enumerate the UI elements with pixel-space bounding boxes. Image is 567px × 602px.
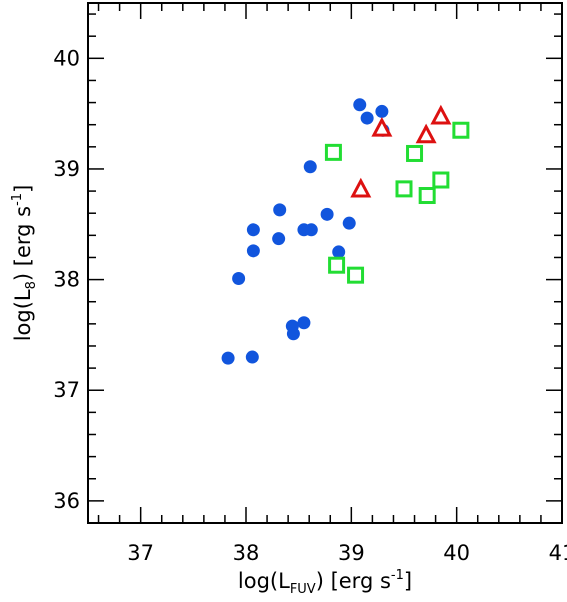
axis-ticks bbox=[88, 3, 563, 524]
y-tick-label: 38 bbox=[53, 268, 80, 292]
x-tick-label: 37 bbox=[127, 541, 154, 565]
circle-marker bbox=[320, 207, 334, 221]
y-tick-label: 40 bbox=[53, 46, 80, 70]
x-axis-title: log(LFUV) [erg s-1] bbox=[238, 568, 412, 597]
triangle-marker bbox=[371, 116, 393, 137]
circle-marker bbox=[272, 232, 286, 246]
circle-point bbox=[232, 271, 246, 285]
square-marker bbox=[406, 144, 424, 162]
square-marker bbox=[432, 171, 450, 189]
circle-marker bbox=[232, 271, 246, 285]
circle-point bbox=[285, 319, 299, 333]
circle-point bbox=[342, 216, 356, 230]
circle-marker bbox=[303, 160, 317, 174]
circle-marker bbox=[273, 203, 287, 217]
circle-marker bbox=[332, 245, 346, 259]
y-tick-label: 36 bbox=[53, 489, 80, 513]
triangle-point bbox=[371, 116, 393, 137]
square-point bbox=[328, 256, 346, 274]
circle-point bbox=[246, 223, 260, 237]
circle-point bbox=[286, 327, 300, 341]
circle-point bbox=[297, 316, 311, 330]
circle-point bbox=[304, 223, 318, 237]
circle-marker bbox=[221, 351, 235, 365]
y-axis-title: log(L8) [erg s-1] bbox=[10, 185, 39, 342]
x-tick-label: 38 bbox=[233, 541, 260, 565]
y-tick-label: 39 bbox=[53, 157, 80, 181]
circle-marker bbox=[297, 316, 311, 330]
circle-marker bbox=[246, 244, 260, 258]
plot-frame bbox=[87, 2, 563, 524]
triangle-marker bbox=[430, 104, 452, 125]
circle-point bbox=[360, 111, 374, 125]
triangle-point bbox=[415, 123, 437, 144]
y-tick-label: 37 bbox=[53, 378, 80, 402]
circle-point bbox=[297, 223, 311, 237]
triangle-point bbox=[430, 104, 452, 125]
circle-point bbox=[353, 98, 367, 112]
circle-marker bbox=[246, 223, 260, 237]
circle-point bbox=[246, 244, 260, 258]
circle-point bbox=[273, 203, 287, 217]
tick-labels: 37 38 39 40 41 36 37 38 39 40 bbox=[53, 46, 567, 565]
square-marker bbox=[452, 121, 470, 139]
square-point bbox=[347, 266, 365, 284]
square-point bbox=[418, 187, 436, 205]
square-marker bbox=[324, 143, 342, 161]
triangle-marker bbox=[350, 177, 372, 198]
x-tick-label: 39 bbox=[338, 541, 365, 565]
triangle-marker bbox=[415, 123, 437, 144]
square-point bbox=[395, 180, 413, 198]
circle-marker bbox=[342, 216, 356, 230]
circle-marker bbox=[360, 111, 374, 125]
square-marker bbox=[347, 266, 365, 284]
square-point bbox=[432, 171, 450, 189]
circle-point bbox=[320, 207, 334, 221]
circle-marker bbox=[245, 350, 259, 364]
triangle-point bbox=[350, 177, 372, 198]
square-point bbox=[406, 144, 424, 162]
circle-marker bbox=[286, 327, 300, 341]
circle-point bbox=[375, 104, 389, 118]
circle-marker bbox=[353, 98, 367, 112]
data-points bbox=[221, 98, 470, 365]
circle-point bbox=[245, 350, 259, 364]
square-marker bbox=[328, 256, 346, 274]
x-tick-label: 41 bbox=[549, 541, 567, 565]
circle-marker bbox=[304, 223, 318, 237]
square-marker bbox=[395, 180, 413, 198]
circle-point bbox=[303, 160, 317, 174]
square-point bbox=[324, 143, 342, 161]
x-tick-label: 40 bbox=[443, 541, 470, 565]
circle-point bbox=[272, 232, 286, 246]
circle-point bbox=[332, 245, 346, 259]
square-point bbox=[452, 121, 470, 139]
circle-point bbox=[221, 351, 235, 365]
circle-marker bbox=[375, 104, 389, 118]
square-marker bbox=[418, 187, 436, 205]
